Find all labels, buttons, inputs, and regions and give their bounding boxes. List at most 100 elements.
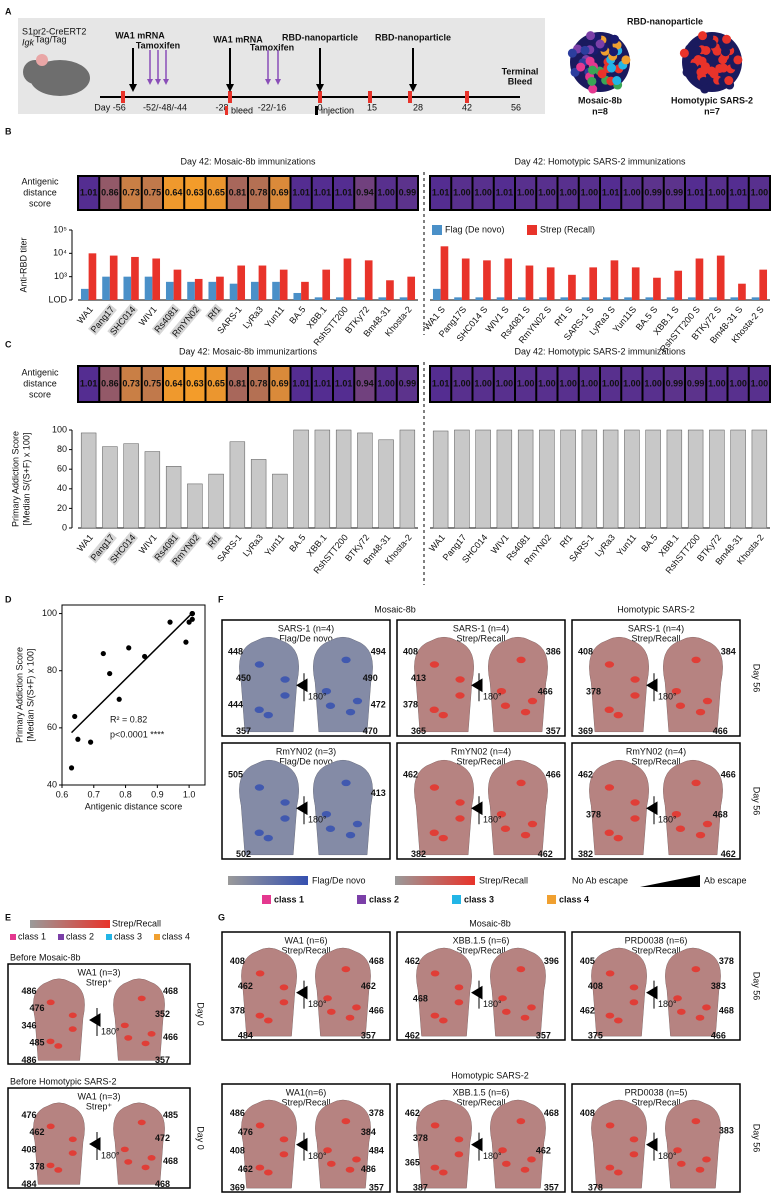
molecule-tint — [490, 1099, 546, 1189]
arrow-head — [316, 84, 324, 92]
epitope-spot — [323, 995, 332, 1002]
rotation-arrow — [471, 980, 483, 1009]
rotation-label: 180° — [101, 1150, 120, 1160]
residue-label: 484 — [238, 1030, 253, 1040]
heatmap-cell — [312, 367, 332, 401]
heatmap-label: 1.00 — [538, 378, 556, 388]
epitope-spot — [68, 1136, 77, 1143]
heatmap-cell — [707, 367, 727, 401]
heatmap-label: 0.69 — [271, 378, 289, 388]
heatmap-label: 1.00 — [708, 378, 726, 388]
rotation-label: 180° — [483, 692, 502, 702]
category-highlight — [169, 531, 202, 568]
epitope-spot — [702, 1004, 711, 1011]
epitope-spot — [673, 995, 682, 1002]
heatmap-cell — [558, 177, 578, 209]
x-axis-label: Antigenic distance score — [85, 801, 183, 811]
heatmap-label: 0.99 — [399, 378, 417, 388]
bar — [687, 429, 704, 529]
antigen — [597, 69, 607, 79]
epitope-spot — [430, 1012, 440, 1019]
class-label: class 3 — [114, 931, 142, 941]
rotation-arrow — [89, 1132, 101, 1160]
epitope-spot — [498, 995, 507, 1002]
rotation-label: 180° — [658, 815, 677, 825]
molecule-tint — [33, 978, 85, 1061]
category: BA.5 — [639, 532, 659, 553]
molecule — [239, 759, 299, 856]
box-title: RmYN02 (n=4) — [626, 746, 686, 756]
epitope-spot — [321, 687, 332, 695]
bar — [293, 429, 309, 529]
rotation-label: 180° — [483, 999, 502, 1009]
bar — [560, 429, 576, 529]
class-swatch — [547, 895, 556, 904]
residue-label: 408 — [580, 1108, 595, 1118]
epitope-spot — [527, 1156, 536, 1163]
residue-label: 382 — [578, 849, 593, 859]
residue-label: 462 — [238, 1164, 253, 1174]
residue-label: 378 — [30, 1162, 45, 1172]
heatmap-label: 0.64 — [165, 187, 183, 197]
residue-label: 505 — [228, 769, 243, 779]
epitope-spot — [605, 1164, 615, 1171]
class-label: class 4 — [559, 894, 589, 904]
epitope-spot — [614, 1169, 623, 1176]
epitope-spot — [613, 711, 623, 719]
antigen — [595, 39, 605, 49]
residue-label: 378 — [403, 700, 418, 710]
heatmap-cell — [452, 177, 472, 209]
bar — [152, 258, 161, 300]
molecule-tint — [113, 978, 165, 1061]
bar — [496, 297, 505, 300]
antigen — [722, 34, 732, 44]
arrow-head — [409, 84, 417, 92]
arrow-head — [226, 84, 234, 92]
box-title: WA1 (n=6) — [285, 935, 328, 945]
antigen — [609, 47, 619, 57]
residue-label: 408 — [588, 981, 603, 991]
epitope-spot — [695, 1014, 705, 1021]
heatmap-label: 1.01 — [687, 187, 705, 197]
molecule-tint — [589, 760, 649, 855]
epitope-spot — [352, 1156, 361, 1163]
bar — [364, 260, 373, 300]
epitope-spot — [254, 706, 264, 714]
epitope-spot — [279, 984, 289, 991]
epitope-spot — [321, 810, 332, 818]
rotation-label: 180° — [308, 692, 327, 702]
box-subtitle: Strep/Recall — [456, 756, 505, 766]
heatmap-cell — [206, 177, 226, 209]
terminal-label: Terminal — [502, 66, 539, 76]
event-label: Tamoxifen — [250, 42, 294, 52]
bar — [602, 297, 611, 300]
epitope-spot — [46, 1038, 55, 1045]
bar — [187, 281, 195, 300]
heatmap-cell — [334, 177, 354, 209]
epitope-spot — [345, 1166, 355, 1173]
molecule-tint — [490, 947, 546, 1037]
bar — [517, 429, 534, 529]
molecule — [416, 947, 472, 1037]
epitope-spot — [124, 1035, 133, 1041]
rotation-label: 180° — [658, 692, 677, 702]
x-tick-label: WA1 — [75, 304, 95, 325]
heatmap-cell — [164, 367, 184, 401]
category-highlight — [107, 531, 139, 566]
x-tick-label: 0.8 — [119, 789, 132, 799]
residue-label: 384 — [721, 646, 736, 656]
event-label: Tamoxifen — [136, 40, 180, 50]
residue-label: 484 — [22, 1179, 37, 1189]
bar — [279, 269, 288, 300]
epitope-spot — [264, 1017, 273, 1024]
epitope-spot — [455, 692, 465, 699]
heatmap-label: 1.00 — [559, 187, 577, 197]
x-tick-label: Rf1 — [558, 532, 575, 549]
epitope-spot — [604, 661, 615, 668]
residue-label: 462 — [405, 956, 420, 966]
box-title: SARS-1 (n=4) — [278, 623, 334, 633]
x-tick-label: 0.7 — [88, 789, 101, 799]
y-tick-label: 80 — [57, 444, 67, 454]
residue-label: 365 — [405, 1158, 420, 1168]
bar — [483, 260, 491, 300]
